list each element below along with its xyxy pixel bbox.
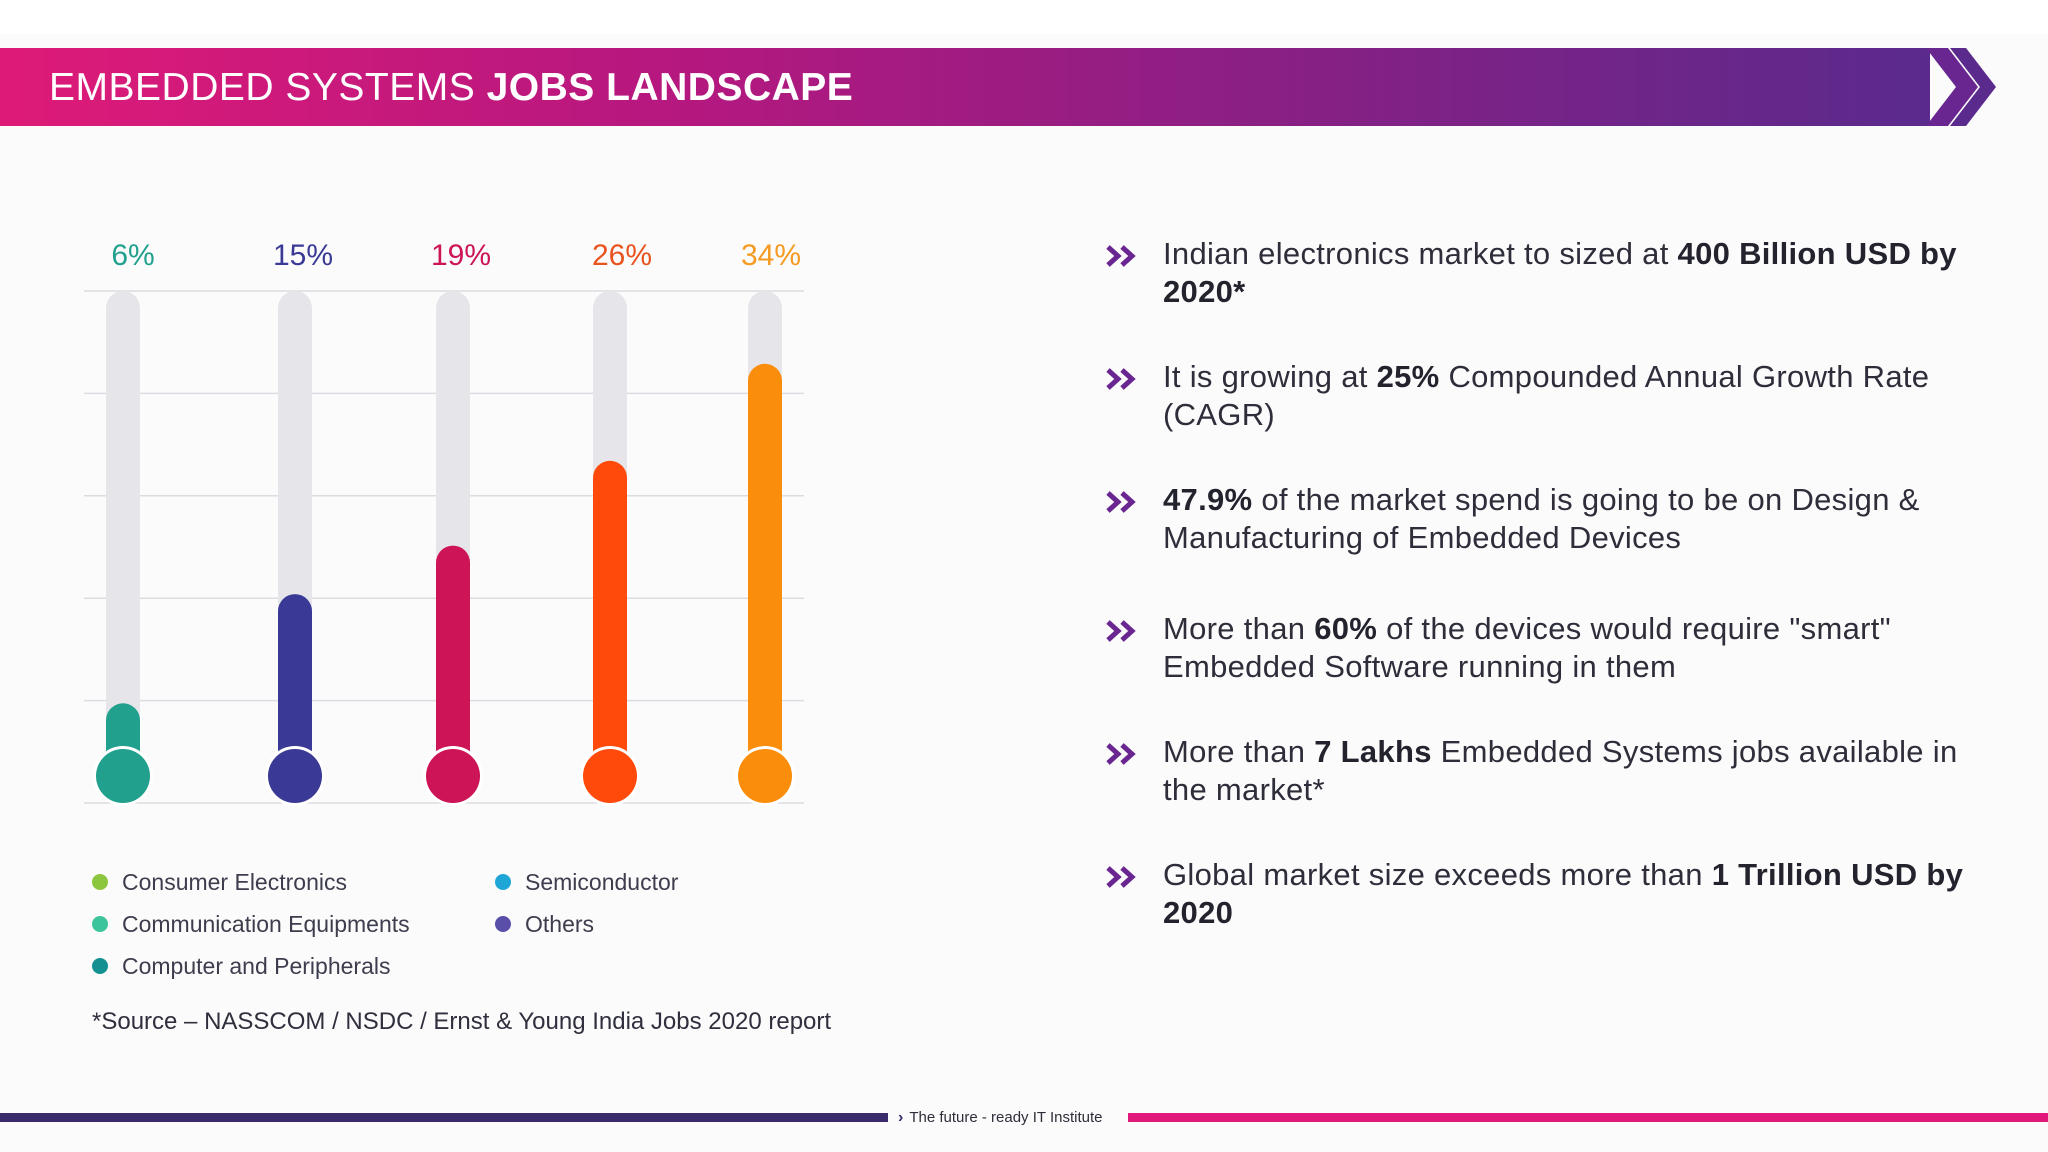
legend-label: Semiconductor [525,869,679,895]
legend-label: Others [525,911,595,937]
key-point-text: It is growing at 25% Compounded Annual G… [1163,359,1930,432]
double-chevron-icon [1106,620,1136,642]
legend-dot [495,916,511,933]
title-bold: JOBS LANDSCAPE [486,66,854,109]
double-chevron-icon [1106,743,1136,765]
data-label: 26% [592,239,652,272]
bar-bulb [268,749,322,803]
key-point-text: Indian electronics market to sized at 40… [1163,236,1957,309]
legend-dot [495,874,511,891]
legend-dot [92,958,108,975]
data-label: 34% [741,239,801,272]
bar-bulb [426,749,480,803]
data-label: 6% [111,239,154,272]
slide-background [0,34,2048,1152]
market-share-chart: 6% 15% 19% 26% 34% [84,239,804,806]
chart-legend: Consumer Electronics Communication Equip… [92,866,752,996]
data-label: 19% [431,239,491,272]
title-light: EMBEDDED SYSTEMS [49,66,476,109]
legend-label: Consumer Electronics [122,869,347,895]
bar-bulb [583,749,637,803]
legend-label: Communication Equipments [122,911,410,937]
double-chevron-icon [1926,48,1996,126]
footer-bar-right [1128,1113,2048,1122]
footer-tagline: › The future - ready IT Institute [898,1106,1102,1130]
key-point-text: More than 60% of the devices would requi… [1163,611,1891,684]
double-chevron-icon [1106,866,1136,888]
legend-item: Others [495,908,594,940]
bar-bulb [96,749,150,803]
legend-item: Communication Equipments [92,908,410,940]
double-chevron-icon [1106,491,1136,513]
key-point-text: Global market size exceeds more than 1 T… [1163,857,1964,930]
source-note: *Source – NASSCOM / NSDC / Ernst & Young… [92,1008,832,1035]
key-point-text: More than 7 Lakhs Embedded Systems jobs … [1163,734,1958,807]
legend-dot [92,874,108,891]
footer-bar-left [0,1113,888,1122]
data-label: 15% [273,239,333,272]
legend-label: Computer and Peripherals [122,953,391,979]
page-title: EMBEDDED SYSTEMS JOBS LANDSCAPE [49,48,853,126]
legend-item: Computer and Peripherals [92,950,390,982]
key-point-text: 47.9% of the market spend is going to be… [1163,482,1920,555]
chevron-right-icon: › [898,1109,904,1126]
header-banner: EMBEDDED SYSTEMS JOBS LANDSCAPE [0,48,1930,126]
bar-bulb [738,749,792,803]
double-chevron-icon [1106,368,1136,390]
legend-item: Semiconductor [495,866,678,898]
footer-tagline-text: The future - ready IT Institute [909,1109,1103,1126]
legend-item: Consumer Electronics [92,866,347,898]
legend-dot [92,916,108,933]
double-chevron-icon [1106,245,1136,267]
